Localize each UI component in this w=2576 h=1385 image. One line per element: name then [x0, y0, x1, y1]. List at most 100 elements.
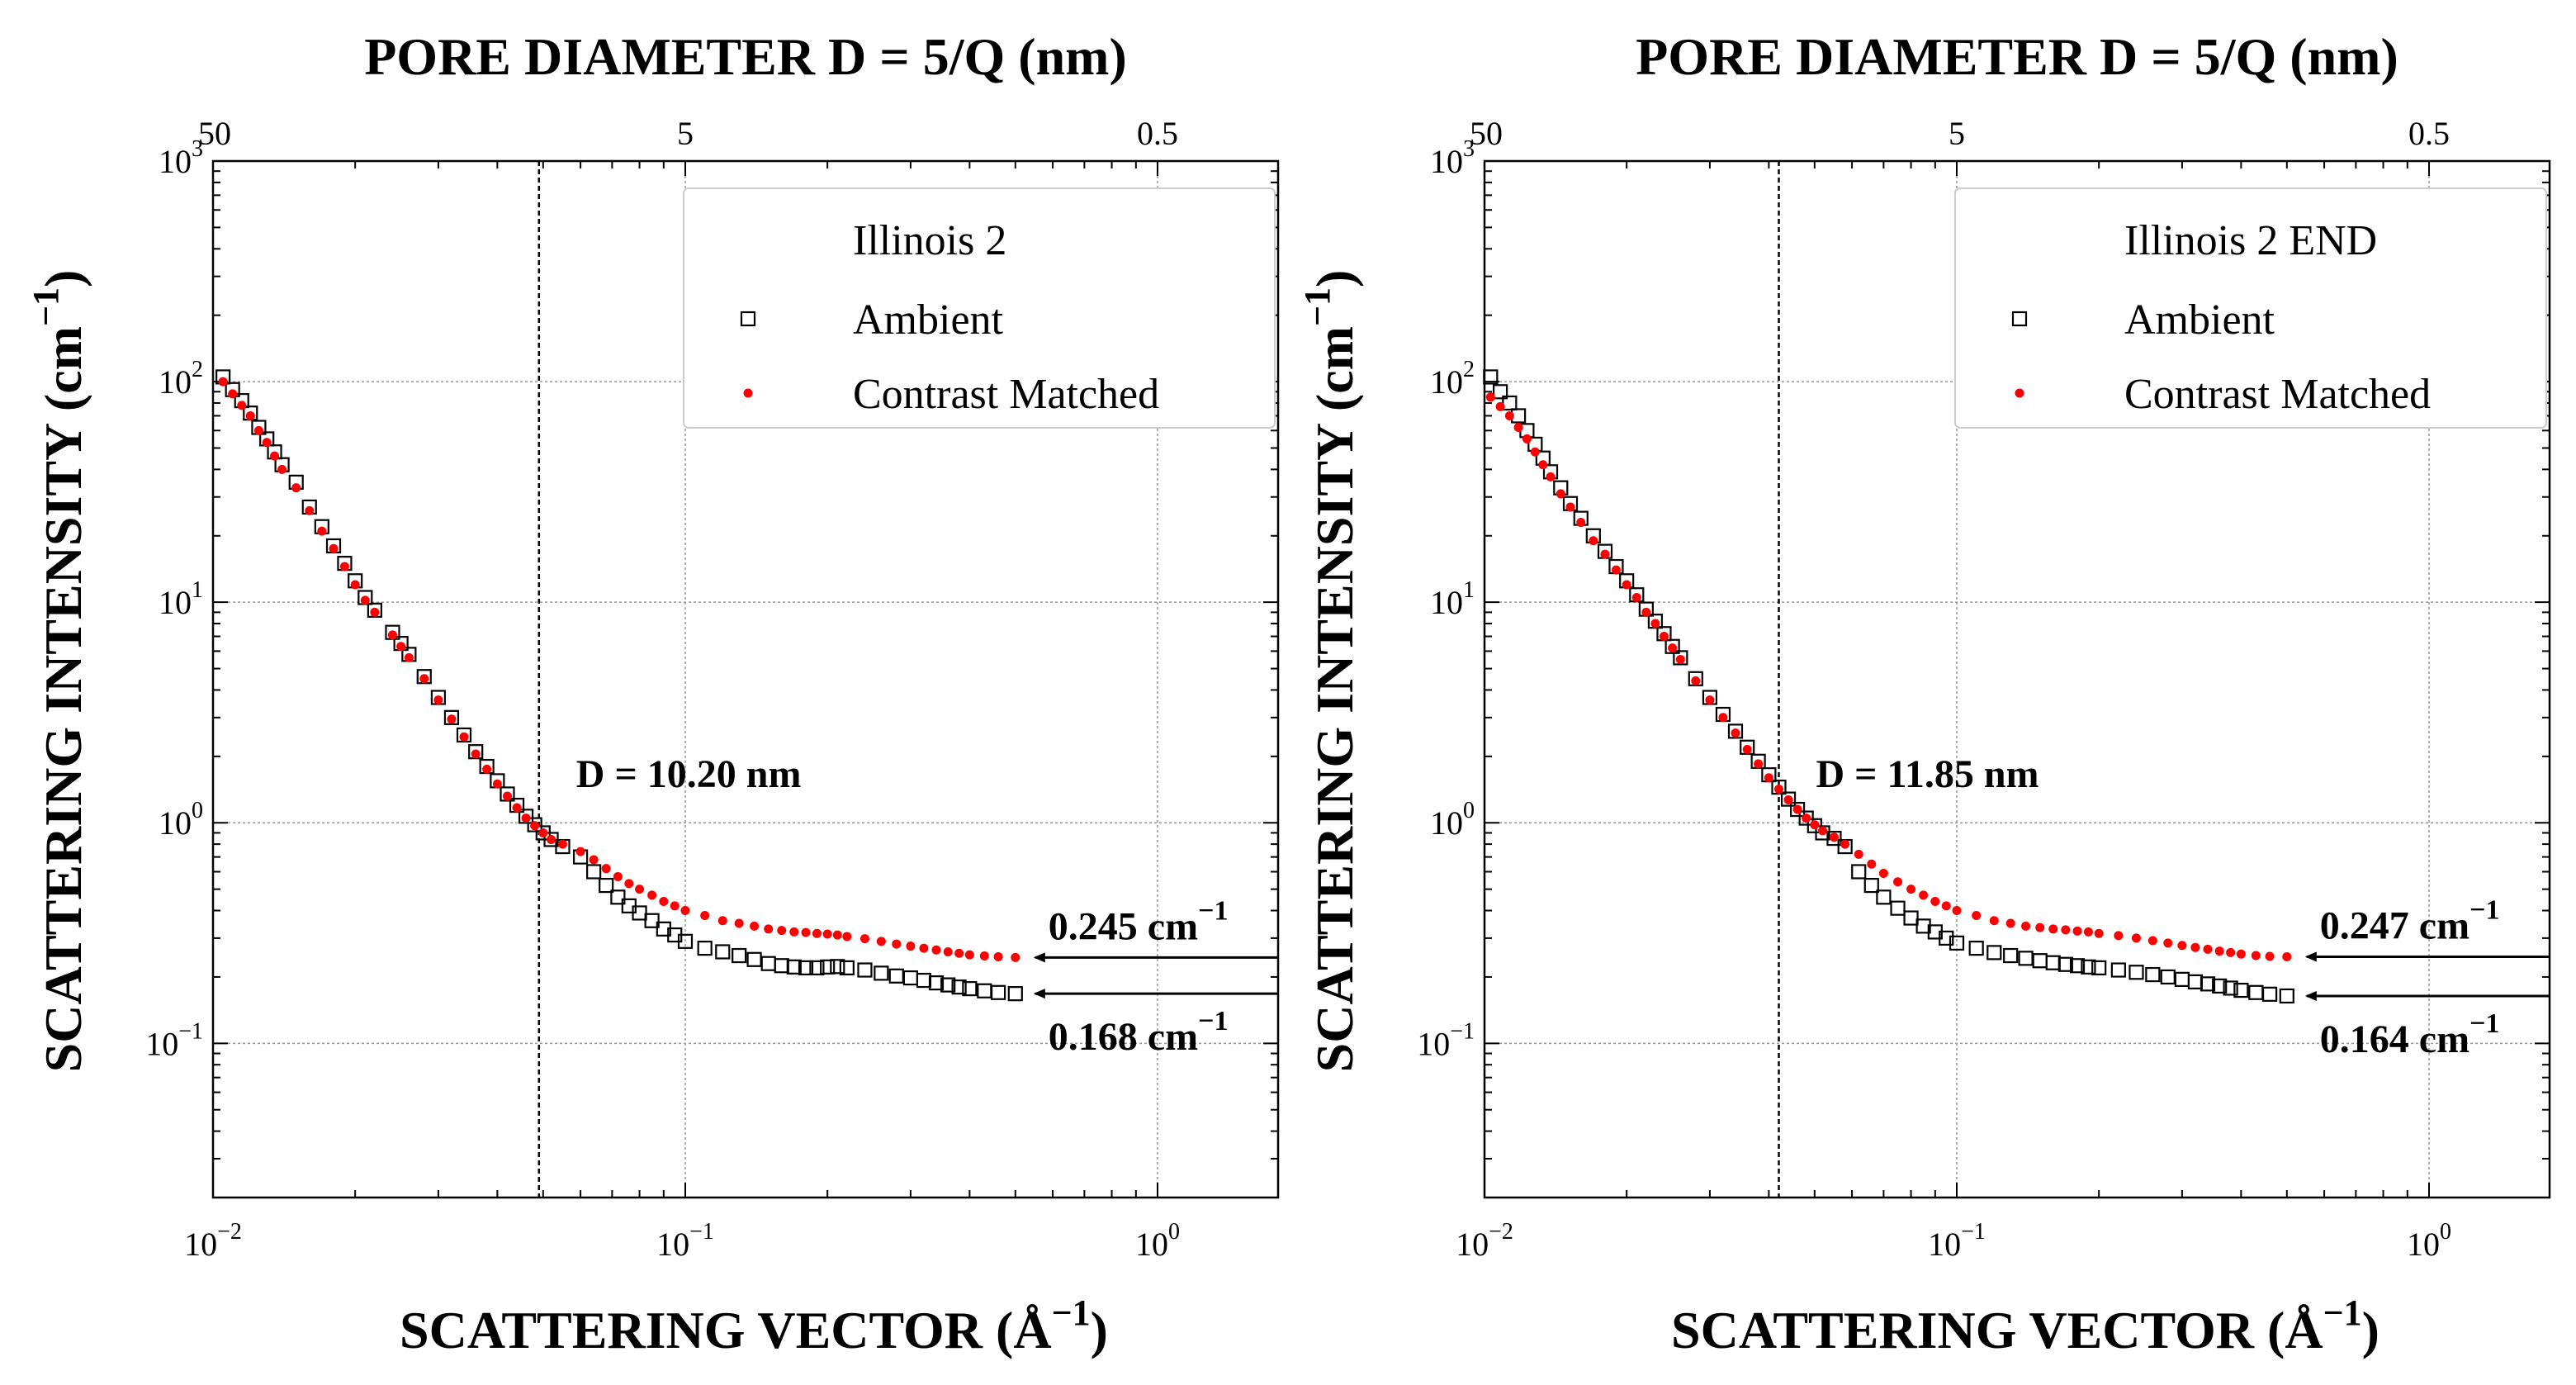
data-point-contrast-matched	[1731, 728, 1740, 738]
data-point-ambient	[1780, 791, 1797, 807]
data-point-contrast-matched	[613, 871, 623, 881]
series-ambient	[1483, 369, 2294, 1004]
data-point-contrast-matched	[2061, 925, 2071, 935]
data-point-contrast-matched	[1718, 713, 1728, 723]
data-point-contrast-matched	[1792, 804, 1802, 814]
x-tick-label: 100	[1135, 1219, 1180, 1263]
data-point-contrast-matched	[624, 879, 634, 889]
data-point-ambient	[1007, 986, 1023, 1002]
series-ambient	[215, 369, 1023, 1002]
data-point-contrast-matched	[404, 652, 414, 662]
data-point-contrast-matched	[1546, 472, 1556, 481]
data-point-contrast-matched	[734, 918, 744, 928]
data-point-contrast-matched	[906, 942, 916, 951]
data-point-contrast-matched	[2214, 946, 2224, 956]
data-point-contrast-matched	[419, 674, 429, 684]
legend-title: Illinois 2	[853, 217, 1006, 264]
data-point-ambient	[443, 709, 460, 725]
data-point-contrast-matched	[1773, 785, 1783, 794]
data-point-contrast-matched	[329, 543, 339, 553]
data-point-ambient	[1798, 810, 1814, 826]
data-point-contrast-matched	[1802, 813, 1811, 823]
data-point-contrast-matched	[2282, 951, 2292, 961]
data-point-ambient	[1493, 384, 1508, 400]
data-point-contrast-matched	[1565, 502, 1575, 512]
data-point-contrast-matched	[253, 425, 263, 435]
y-tick-label: 100	[1430, 798, 1475, 842]
data-point-contrast-matched	[1893, 877, 1903, 887]
data-point-contrast-matched	[1754, 759, 1764, 769]
data-point-contrast-matched	[339, 562, 349, 572]
axis-ticks	[1484, 161, 2550, 1198]
data-point-contrast-matched	[670, 901, 680, 911]
data-point-contrast-matched	[931, 945, 941, 955]
data-point-ambient	[2160, 969, 2176, 985]
data-point-contrast-matched	[832, 930, 842, 940]
data-point-contrast-matched	[1930, 896, 1940, 906]
data-point-contrast-matched	[1556, 489, 1565, 499]
data-point-contrast-matched	[1622, 580, 1631, 590]
data-point-contrast-matched	[764, 924, 774, 934]
data-point-contrast-matched	[1576, 518, 1586, 528]
data-point-ambient	[760, 956, 776, 971]
data-point-ambient	[2223, 980, 2238, 996]
data-point-contrast-matched	[2265, 951, 2275, 961]
y-tick-label: 100	[159, 798, 203, 842]
data-point-ambient	[1664, 638, 1680, 654]
data-point-ambient	[916, 972, 932, 989]
data-point-contrast-matched	[2131, 933, 2141, 943]
data-point-contrast-matched	[700, 910, 710, 920]
data-point-contrast-matched	[433, 695, 443, 705]
data-point-contrast-matched	[2035, 923, 2045, 932]
data-point-contrast-matched	[601, 864, 611, 874]
series-contrast-matched	[1485, 392, 2292, 961]
data-point-contrast-matched	[1011, 952, 1020, 962]
data-point-contrast-matched	[2094, 928, 2104, 938]
data-point-ambient	[1890, 900, 1906, 916]
data-point-ambient	[774, 958, 789, 974]
data-point-ambient	[888, 968, 904, 984]
data-point-contrast-matched	[812, 928, 822, 938]
data-point-contrast-matched	[2005, 918, 2015, 928]
data-point-ambient	[2032, 953, 2048, 969]
y-tick-label: 10−1	[145, 1018, 203, 1062]
value-arrow-label: 0.247 cm−1	[2320, 894, 2500, 947]
pore-diameter-annotation: D = 10.20 nm	[576, 752, 802, 796]
y-tick-label: 102	[159, 357, 203, 401]
data-point-contrast-matched	[1538, 460, 1548, 470]
data-point-ambient	[527, 817, 542, 832]
y-tick-label: 10−1	[1417, 1018, 1475, 1062]
y-tick-label: 101	[1430, 577, 1475, 621]
data-point-contrast-matched	[822, 929, 832, 939]
data-point-contrast-matched	[789, 927, 799, 937]
data-point-contrast-matched	[2251, 951, 2261, 960]
data-point-contrast-matched	[459, 732, 469, 742]
data-point-contrast-matched	[502, 791, 512, 801]
data-point-ambient	[1903, 910, 1919, 926]
data-point-contrast-matched	[521, 813, 531, 823]
data-point-ambient	[2069, 958, 2086, 974]
x-tick-label: 10−2	[1456, 1219, 1513, 1263]
legend-marker-contrast-matched	[2015, 388, 2024, 398]
data-point-ambient	[1771, 780, 1787, 795]
data-point-contrast-matched	[589, 855, 599, 865]
top-axis-tick-label: 50	[198, 115, 231, 152]
top-axis-title: PORE DIAMETER D = 5/Q (nm)	[364, 27, 1127, 86]
x-axis-title: SCATTERING VECTOR (Å−1)	[400, 1293, 1108, 1359]
data-point-contrast-matched	[512, 803, 522, 813]
data-point-contrast-matched	[1631, 593, 1641, 603]
data-point-contrast-matched	[1530, 447, 1540, 457]
data-point-contrast-matched	[557, 839, 567, 849]
y-axis-title: SCATTERING INTENSITY (cm−1)	[1297, 270, 1364, 1073]
data-point-contrast-matched	[1952, 906, 1962, 916]
data-point-ambient	[2187, 974, 2204, 989]
data-point-ambient	[644, 913, 660, 928]
data-point-ambient	[746, 951, 762, 967]
data-point-contrast-matched	[447, 714, 457, 724]
data-point-contrast-matched	[993, 951, 1003, 961]
data-point-contrast-matched	[291, 483, 301, 493]
data-point-ambient	[456, 727, 472, 743]
data-point-ambient	[715, 944, 731, 960]
data-point-ambient	[820, 959, 836, 975]
